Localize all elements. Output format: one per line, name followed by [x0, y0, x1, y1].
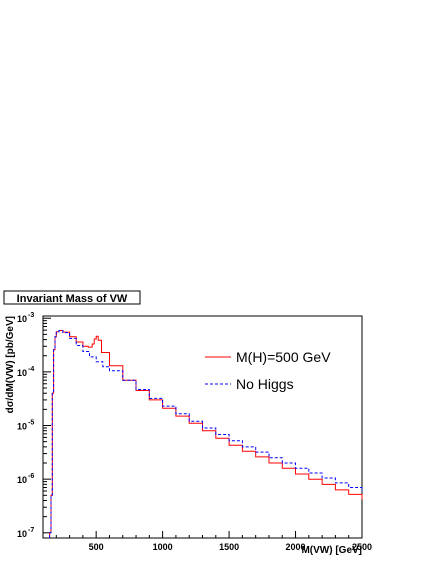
y-tick-label: 10	[17, 422, 27, 432]
y-tick-label: 10	[17, 368, 27, 378]
series-layer	[49, 330, 363, 538]
y-tick-exponent: -6	[28, 473, 34, 480]
x-axis: 500 1000 1500 2000 2500	[55, 531, 372, 552]
y-tick-label: 10	[17, 529, 27, 539]
y-axis: 10-710-610-510-410-3	[17, 312, 51, 539]
x-tick-label: 2000	[286, 542, 306, 552]
x-axis-label: M(VW) [GeV]	[301, 545, 362, 556]
x-tick-label: 1000	[153, 542, 173, 552]
x-tick-label: 500	[89, 542, 104, 552]
y-tick-exponent: -4	[28, 366, 34, 373]
y-tick-label: 10	[17, 314, 27, 324]
legend-label-no-higgs: No Higgs	[236, 376, 294, 392]
legend-label-mh500: M(H)=500 GeV	[236, 349, 331, 365]
x-tick-label: 2500	[352, 542, 372, 552]
chart-title: Invariant Mass of VW	[17, 293, 128, 305]
x-tick-label: 1500	[219, 542, 239, 552]
y-axis-label: dσ/dM(VW) [pb/GeV]	[5, 316, 16, 413]
title-box	[3, 290, 141, 305]
y-tick-label: 10	[17, 475, 27, 485]
legend: M(H)=500 GeV No Higgs	[205, 349, 331, 392]
y-tick-exponent: -5	[28, 420, 34, 427]
y-tick-exponent: -3	[28, 312, 34, 319]
series-no-higgs-line	[49, 330, 363, 538]
y-tick-exponent: -7	[28, 527, 34, 534]
